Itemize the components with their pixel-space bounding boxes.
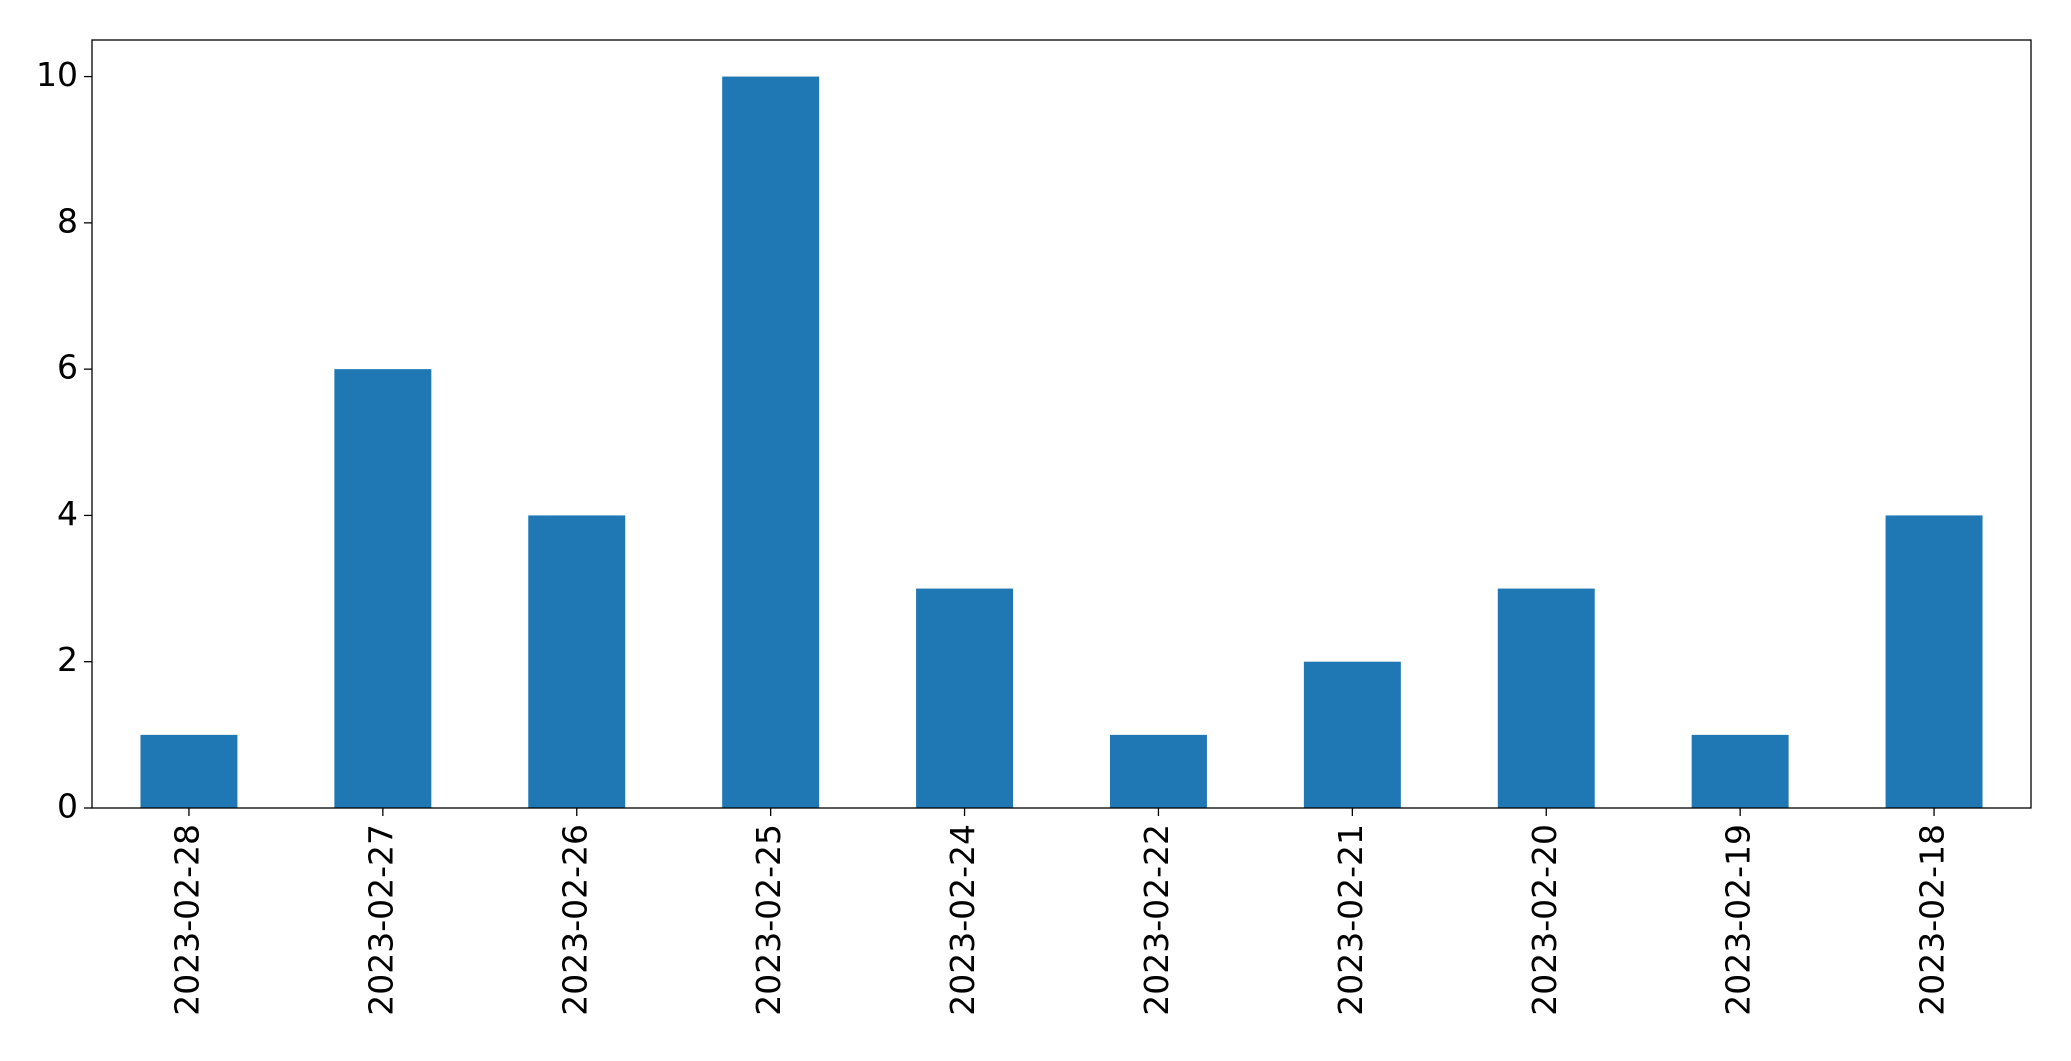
bar [1109, 734, 1207, 808]
x-tick-label: 2023-02-22 [1137, 824, 1176, 1016]
bar [1497, 588, 1595, 808]
x-tick-label: 2023-02-27 [361, 824, 400, 1016]
bar [334, 369, 432, 808]
bar [916, 588, 1014, 808]
x-tick-label: 2023-02-19 [1719, 824, 1758, 1016]
x-tick-label: 2023-02-24 [943, 824, 982, 1016]
x-tick-label: 2023-02-25 [749, 824, 788, 1016]
y-tick-label: 8 [57, 201, 78, 240]
y-tick-label: 6 [57, 348, 78, 387]
y-tick-label: 2 [57, 640, 78, 679]
x-tick-label: 2023-02-21 [1331, 824, 1370, 1016]
plot-frame [91, 39, 2032, 809]
x-tick-label: 2023-02-18 [1913, 824, 1952, 1016]
bar [1691, 734, 1789, 808]
x-tick-label: 2023-02-28 [167, 824, 206, 1016]
y-tick-label: 10 [36, 55, 78, 94]
bar [1303, 661, 1401, 808]
x-tick-label: 2023-02-26 [555, 824, 594, 1016]
bar [722, 76, 820, 809]
y-tick-label: 0 [57, 787, 78, 826]
bar [140, 734, 238, 808]
y-tick-label: 4 [57, 494, 78, 533]
bar [1885, 515, 1983, 808]
x-tick-label: 2023-02-20 [1525, 824, 1564, 1016]
bar [528, 515, 626, 808]
